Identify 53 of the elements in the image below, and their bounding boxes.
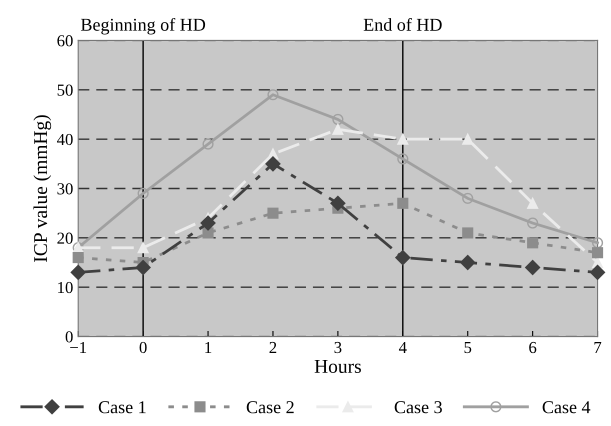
ref-line-label: Beginning of HD: [80, 18, 206, 35]
legend-label: Case 2: [246, 401, 294, 414]
legend-label: Case 1: [98, 401, 146, 414]
point: [267, 89, 279, 100]
point: [265, 156, 281, 172]
point: [590, 264, 606, 280]
point: [202, 227, 214, 238]
y-tick-label: 40: [57, 134, 73, 146]
y-tick-label: 20: [57, 232, 73, 244]
point: [397, 198, 408, 209]
y-axis-title: ICP value (mmHg): [33, 115, 52, 262]
point: [138, 188, 149, 199]
x-tick-label: −1: [70, 342, 86, 353]
point: [330, 196, 346, 211]
point: [462, 227, 474, 238]
point: [460, 254, 476, 270]
point: [136, 260, 151, 276]
y-tick-label: 30: [57, 183, 73, 194]
y-tick-label: 10: [58, 282, 73, 294]
ref-line-label: End of HD: [364, 18, 442, 31]
point: [527, 217, 538, 229]
point: [202, 138, 214, 150]
legend-label: Case 4: [542, 401, 590, 414]
point: [592, 247, 604, 258]
point: [462, 192, 474, 204]
x-tick-label: 2: [270, 342, 276, 353]
point: [397, 153, 408, 164]
point: [138, 242, 149, 254]
x-tick-label: 3: [334, 342, 342, 354]
point: [332, 124, 344, 135]
point: [267, 208, 279, 219]
point: [462, 134, 474, 145]
point: [332, 114, 344, 125]
point: [527, 237, 538, 248]
point: [70, 264, 86, 280]
x-tick-label: 5: [464, 342, 472, 354]
point: [72, 252, 84, 264]
x-tick-label: 1: [205, 342, 212, 353]
x-axis-title: Hours: [314, 360, 361, 373]
point: [200, 215, 216, 231]
point: [395, 250, 410, 266]
point: [397, 134, 408, 145]
point: [525, 260, 540, 276]
x-tick-label: 6: [529, 342, 536, 354]
y-tick-label: 50: [58, 84, 73, 96]
x-tick-label: 7: [594, 342, 602, 353]
y-tick-label: 60: [57, 35, 73, 46]
x-tick-label: 0: [140, 342, 147, 354]
x-tick-label: 4: [398, 342, 407, 353]
point: [592, 237, 604, 248]
y-tick-label: 0: [66, 331, 73, 342]
point: [527, 198, 538, 209]
legend-label: Case 3: [394, 401, 442, 414]
